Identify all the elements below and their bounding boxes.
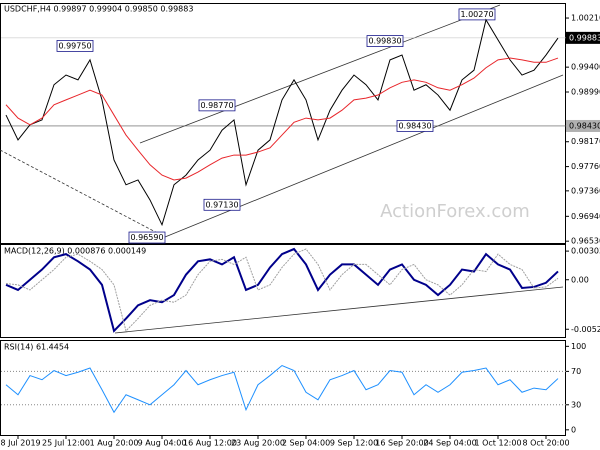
x-tick-label: 24 Sep 04:00 [423,439,476,448]
annotation-box [128,231,166,244]
last-price-label: 0.99883 [569,33,600,42]
macd-panel [0,244,566,338]
series-line [5,247,559,333]
x-tick-label: 16 Sep 20:00 [375,439,428,448]
annotation-label: 0.96590 [130,233,163,242]
series-line [5,248,559,332]
trend-dashed [0,149,166,238]
y-tick-label: -0.005236 [571,325,600,334]
annotation-box [198,99,236,112]
level-axis-label: 0.98430 [569,121,600,130]
y-tick-label: 0.00 [571,275,589,284]
channel-upper [139,4,501,144]
last-price-box [566,31,600,44]
annotation-label: 0.99830 [368,37,401,46]
annotation-box [366,35,404,47]
rsi-title: RSI(14) 61.4454 [4,343,69,352]
macd-title: MACD(12,26,9) 0.000876 0.000149 [4,247,146,256]
annotation-label: 0.98770 [200,101,233,110]
watermark: ActionForex.com [380,201,530,222]
annotation-label: 1.00270 [460,10,493,19]
series-line [5,18,559,227]
x-tick-label: 1 Oct 12:00 [474,439,521,448]
annotation-box [458,8,496,21]
x-tick-label: 25 Jul 12:00 [42,439,90,448]
y-tick-label: 70 [571,367,581,376]
x-tick-label: 9 Aug 04:00 [138,439,187,448]
x-tick-label: 18 Jul 2019 [0,439,41,448]
annotation-label: 0.98430 [398,121,431,130]
series-line [5,364,559,414]
macd-trendline [114,286,564,334]
annotation-label: 0.99750 [58,41,91,50]
price-panel [0,3,566,244]
annotation-label: 0.97130 [205,200,238,209]
x-tick-label: 2 Sep 04:00 [282,439,330,448]
annotation-box [203,198,241,211]
y-tick-label: 0.00303 [571,247,600,256]
y-tick-label: 100 [571,342,586,351]
annotation-box [56,40,94,52]
y-tick-label: 0 [571,425,576,434]
series-line [5,57,559,181]
level-box [566,119,600,132]
x-tick-label: 9 Sep 12:00 [330,439,378,448]
x-tick-label: 1 Aug 20:00 [90,439,139,448]
x-tick-label: 23 Aug 20:00 [231,439,285,448]
y-tick-label: 30 [571,400,581,409]
price-title: USDCHF,H4 0.99897 0.99904 0.99850 0.9988… [4,5,193,14]
rsi-panel [0,340,566,436]
x-tick-label: 16 Aug 12:00 [183,439,237,448]
annotation-box [396,120,434,132]
x-tick-label: 8 Oct 20:00 [522,439,569,448]
